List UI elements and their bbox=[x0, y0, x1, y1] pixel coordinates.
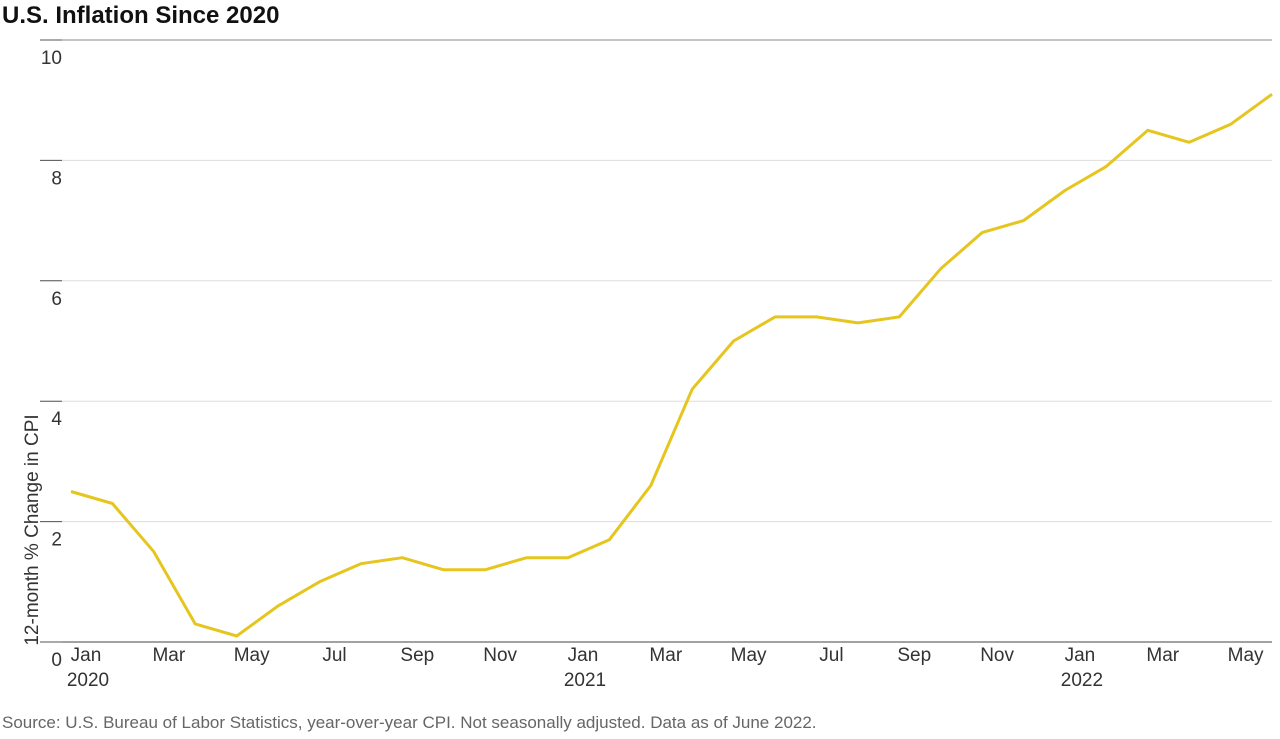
x-tick-label: Sep bbox=[400, 645, 434, 666]
x-year-label: 2020 bbox=[67, 670, 109, 691]
y-tick-label: 10 bbox=[41, 48, 62, 69]
chart-title: U.S. Inflation Since 2020 bbox=[2, 2, 279, 29]
x-tick-label: Mar bbox=[649, 645, 682, 666]
x-tick-label: May bbox=[731, 645, 767, 666]
x-tick-label: Mar bbox=[1146, 645, 1179, 666]
y-tick-label: 4 bbox=[51, 409, 62, 430]
x-tick-label: Jul bbox=[819, 645, 843, 666]
y-tick-label: 0 bbox=[51, 650, 62, 671]
x-year-label: 2021 bbox=[564, 670, 606, 691]
x-tick-label: Jan bbox=[71, 645, 102, 666]
x-tick-label: Mar bbox=[152, 645, 185, 666]
x-tick-label: May bbox=[234, 645, 270, 666]
data-line bbox=[70, 92, 1273, 638]
x-tick-label: May bbox=[1228, 645, 1264, 666]
x-tick-label: Jan bbox=[1065, 645, 1096, 666]
y-tick-label: 2 bbox=[51, 530, 62, 551]
x-year-label: 2022 bbox=[1061, 670, 1103, 691]
x-tick-label: Nov bbox=[483, 645, 517, 666]
x-tick-label: Sep bbox=[897, 645, 931, 666]
x-tick-label: Jan bbox=[568, 645, 599, 666]
x-tick-label: Jul bbox=[322, 645, 346, 666]
y-tick-label: 8 bbox=[51, 168, 62, 189]
source-note: Source: U.S. Bureau of Labor Statistics,… bbox=[2, 713, 817, 732]
y-axis-label: 12-month % Change in CPI bbox=[22, 414, 43, 645]
y-tick-label: 6 bbox=[51, 289, 62, 310]
x-tick-label: Nov bbox=[980, 645, 1014, 666]
